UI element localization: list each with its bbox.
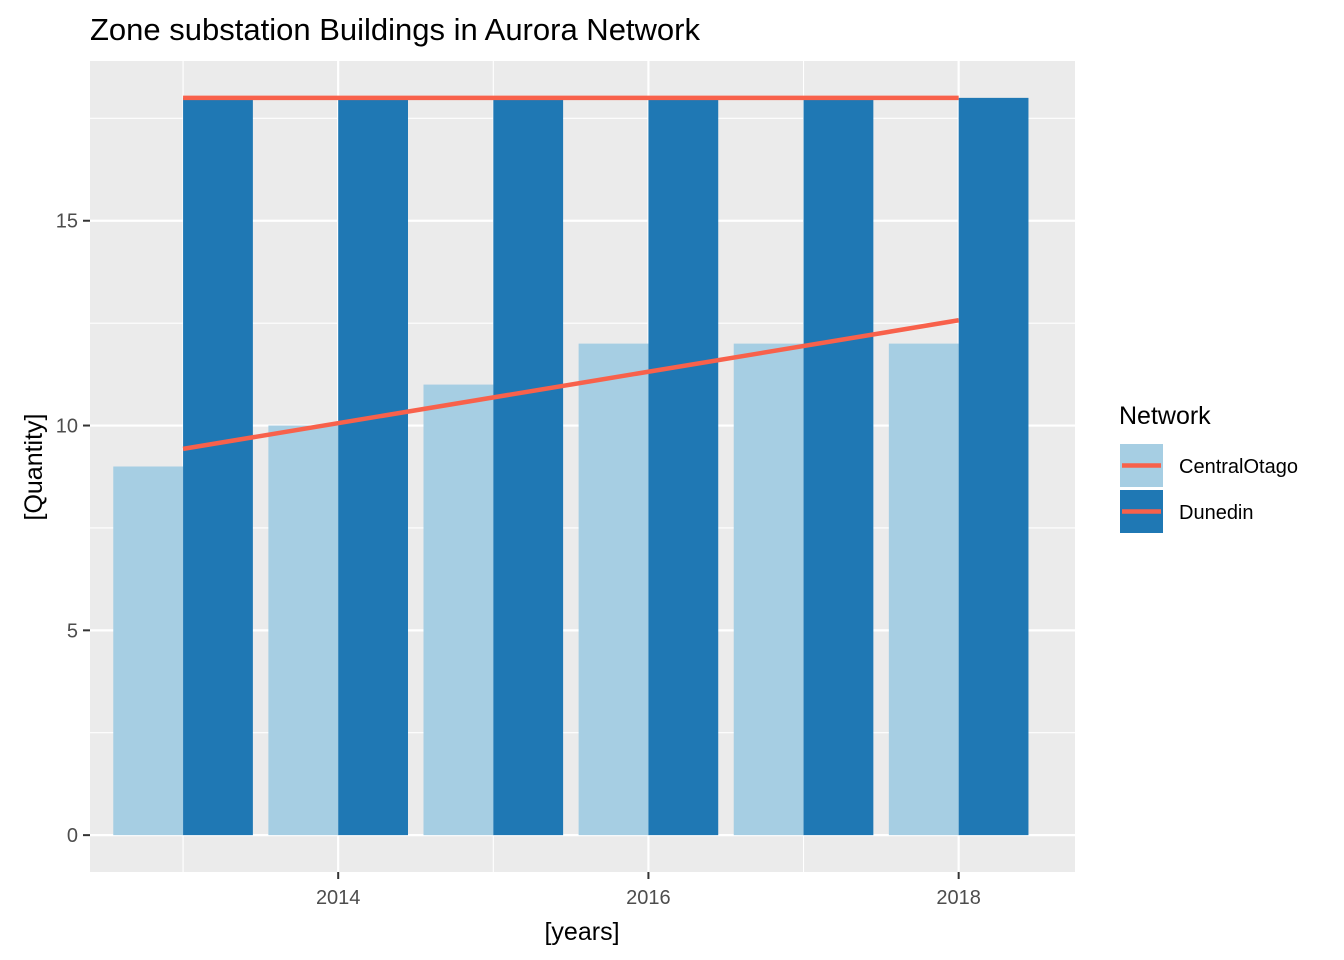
bar-centralotago — [888, 343, 959, 836]
bar-centralotago — [578, 343, 649, 836]
bar-centralotago — [268, 425, 339, 836]
y-axis: 0 5 10 15 — [56, 211, 90, 847]
legend-label-dunedin: Dunedin — [1179, 502, 1254, 524]
chart-title: Zone substation Buildings in Aurora Netw… — [90, 12, 700, 47]
bar-centralotago — [423, 384, 494, 836]
legend-label-centralotago: CentralOtago — [1179, 456, 1298, 478]
bar-dunedin — [183, 97, 253, 836]
bar-centralotago — [113, 466, 184, 836]
trend-lines — [182, 95, 960, 452]
y-tick-label: 15 — [56, 211, 78, 233]
x-tick-label: 2016 — [626, 887, 671, 909]
x-axis: 2014 2016 2018 — [316, 872, 981, 909]
x-tick-label: 2018 — [936, 887, 981, 909]
y-tick-label: 5 — [67, 620, 78, 642]
legend: Network CentralOtago Dunedin — [1119, 402, 1298, 533]
bar-dunedin — [958, 97, 1029, 836]
y-tick-label: 0 — [67, 825, 78, 847]
bar-dunedin — [803, 97, 874, 836]
y-tick-label: 10 — [56, 416, 78, 438]
x-tick-label: 2014 — [316, 887, 361, 909]
bar-centralotago — [733, 343, 804, 836]
bars — [113, 97, 1029, 836]
y-axis-label: [Quantity] — [20, 414, 48, 521]
legend-title: Network — [1119, 402, 1211, 430]
x-axis-label: [years] — [544, 918, 619, 946]
bar-dunedin — [648, 97, 719, 836]
bar-dunedin — [338, 97, 408, 836]
trend-line-centralotago — [182, 318, 960, 452]
bar-dunedin — [493, 97, 564, 836]
